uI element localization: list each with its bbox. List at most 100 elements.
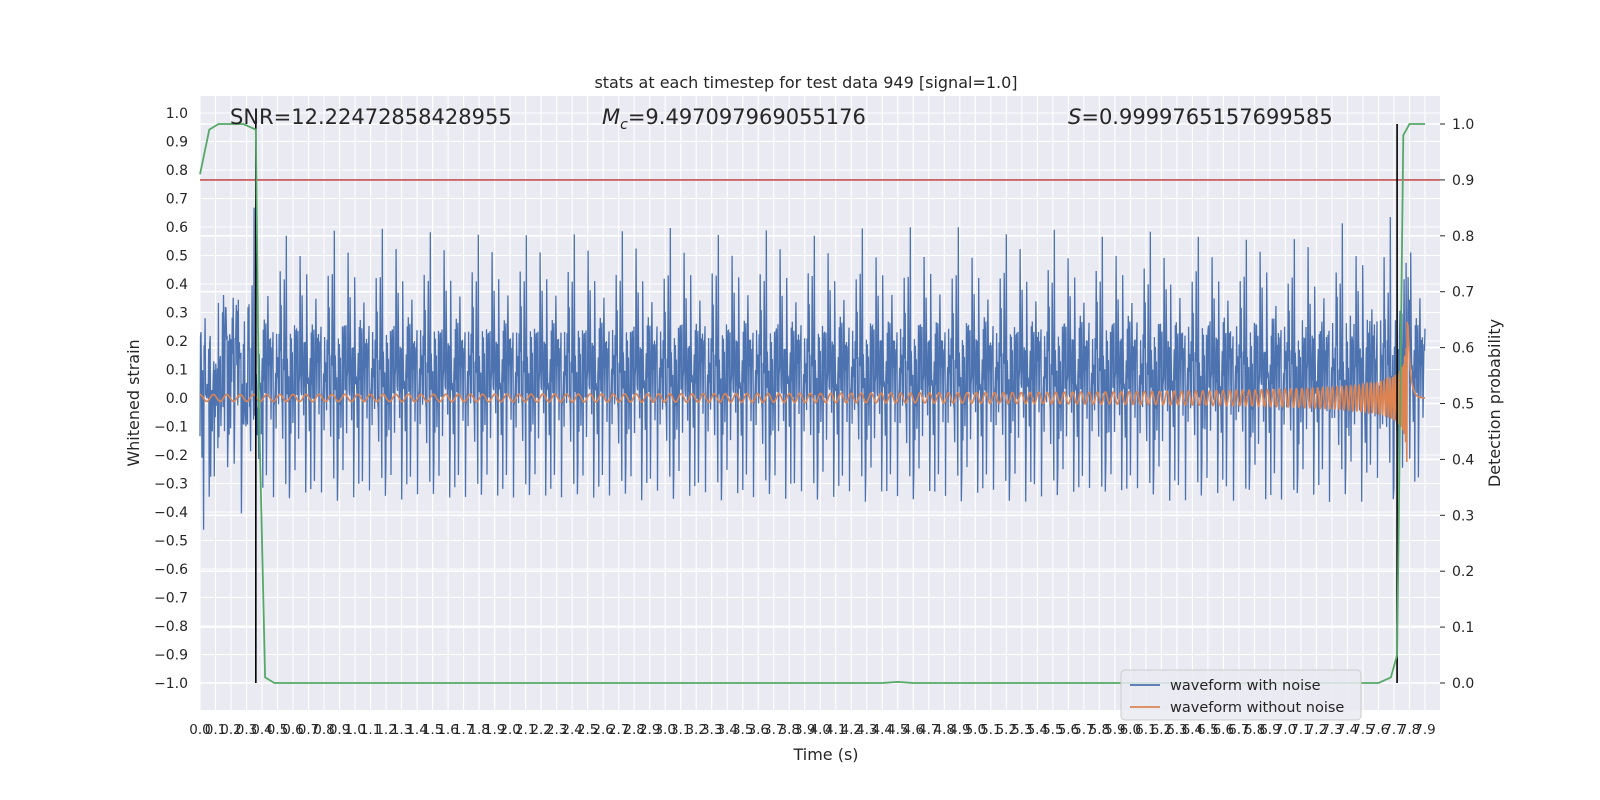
series-waveform-without-noise <box>200 321 1425 463</box>
y-tick-label: 0.6 <box>166 220 188 236</box>
x-tick-label: 6.2 <box>1151 722 1172 738</box>
chirp-mass-value: =9.497097969055176 <box>628 105 866 129</box>
x-tick-label: 3.2 <box>685 722 706 738</box>
y-tick-label: 0.2 <box>166 334 188 350</box>
y-tick-label: −0.5 <box>154 534 188 550</box>
x-tick-label: 6.6 <box>1213 722 1234 738</box>
y-right-tick-label: 0.4 <box>1452 452 1474 468</box>
x-tick-label: 7.0 <box>1275 722 1296 738</box>
x-tick-label: 6.5 <box>1197 722 1218 738</box>
x-tick-label: 5.3 <box>1011 722 1032 738</box>
x-tick-label: 5.7 <box>1073 722 1094 738</box>
x-tick-label: 1.4 <box>406 722 427 738</box>
y-right-tick-label: 0.8 <box>1452 229 1474 245</box>
y-tick-label: 0.1 <box>166 363 188 379</box>
x-tick-label: 7.5 <box>1352 722 1373 738</box>
x-tick-label: 2.6 <box>592 722 613 738</box>
x-tick-label: 1.0 <box>344 722 365 738</box>
x-tick-label: 0.0 <box>189 722 210 738</box>
y-tick-label: −1.0 <box>154 676 188 692</box>
x-axis-label: Time (s) <box>792 745 858 764</box>
x-tick-label: 1.2 <box>375 722 396 738</box>
x-tick-label: 0.7 <box>298 722 319 738</box>
x-tick-label: 4.7 <box>918 722 939 738</box>
x-tick-label: 0.2 <box>220 722 241 738</box>
chart-title: stats at each timestep for test data 949… <box>594 73 1017 92</box>
y-tick-label: 0.3 <box>166 306 188 322</box>
x-tick-label: 0.9 <box>329 722 350 738</box>
y-tick-label: 0.8 <box>166 163 188 179</box>
y-right-tick-label: 0.5 <box>1452 397 1474 413</box>
y-tick-label: −0.7 <box>154 591 188 607</box>
x-tick-label: 3.0 <box>654 722 675 738</box>
x-tick-label: 6.9 <box>1259 722 1280 738</box>
y-tick-label: −0.2 <box>154 448 188 464</box>
y-axis-right-ticks: 0.0 0.1 0.2 0.3 0.4 0.5 0.6 0.7 0.8 0.9 1.0 <box>1440 117 1474 692</box>
y-axis-label: Whitened strain <box>124 339 143 466</box>
x-tick-label: 6.1 <box>1135 722 1156 738</box>
x-tick-label: 7.7 <box>1383 722 1404 738</box>
y-tick-label: −0.4 <box>154 505 188 521</box>
x-tick-label: 5.9 <box>1104 722 1125 738</box>
x-tick-label: 7.4 <box>1337 722 1358 738</box>
x-tick-label: 2.5 <box>577 722 598 738</box>
score-value: =0.9999765157699585 <box>1081 105 1332 129</box>
x-tick-label: 1.5 <box>422 722 443 738</box>
x-tick-label: 2.8 <box>623 722 644 738</box>
y-axis-right-label: Detection probability <box>1485 319 1504 487</box>
x-tick-label: 2.9 <box>639 722 660 738</box>
x-tick-label: 0.3 <box>236 722 257 738</box>
x-tick-label: 1.6 <box>437 722 458 738</box>
x-tick-label: 2.1 <box>515 722 536 738</box>
y-axis-left-ticks: −1.0 −0.9 −0.8 −0.7 −0.6 −0.5 −0.4 −0.3 −0.2 −0.1… <box>154 106 188 692</box>
y-tick-label: 0.7 <box>166 192 188 208</box>
x-tick-label: 4.8 <box>934 722 955 738</box>
y-tick-label: −0.3 <box>154 477 188 493</box>
x-tick-label: 6.7 <box>1228 722 1249 738</box>
x-tick-label: 1.9 <box>484 722 505 738</box>
x-tick-label: 3.1 <box>670 722 691 738</box>
x-tick-label: 4.1 <box>825 722 846 738</box>
x-tick-label: 7.6 <box>1368 722 1389 738</box>
x-tick-label: 2.0 <box>499 722 520 738</box>
y-right-tick-label: 0.6 <box>1452 341 1474 357</box>
legend-label-noise: waveform with noise <box>1170 678 1321 694</box>
x-axis-ticks: 0.00.10.20.30.40.50.60.70.80.91.01.11.21… <box>189 722 1435 738</box>
chirp-mass-subscript: c <box>620 117 628 133</box>
y-tick-label: −0.9 <box>154 648 188 664</box>
x-tick-label: 3.4 <box>716 722 737 738</box>
x-tick-label: 1.3 <box>391 722 412 738</box>
y-tick-label: −0.8 <box>154 619 188 635</box>
chirp-mass-annotation: Mc=9.497097969055176 <box>602 105 866 133</box>
legend: waveform with noise waveform without noi… <box>1120 669 1362 721</box>
x-tick-label: 4.3 <box>856 722 877 738</box>
x-tick-label: 4.0 <box>810 722 831 738</box>
x-tick-label: 1.7 <box>453 722 474 738</box>
x-tick-label: 7.1 <box>1290 722 1311 738</box>
y-right-tick-label: 0.2 <box>1452 564 1474 580</box>
y-right-tick-label: 1.0 <box>1452 117 1474 133</box>
x-tick-label: 5.2 <box>996 722 1017 738</box>
score-symbol: S <box>1068 105 1081 129</box>
x-tick-label: 4.2 <box>841 722 862 738</box>
y-right-tick-label: 0.9 <box>1452 173 1474 189</box>
x-tick-label: 3.6 <box>747 722 768 738</box>
x-tick-label: 0.5 <box>267 722 288 738</box>
y-right-tick-label: 0.3 <box>1452 508 1474 524</box>
x-tick-label: 6.8 <box>1244 722 1265 738</box>
y-right-tick-label: 0.0 <box>1452 676 1474 692</box>
x-tick-label: 3.7 <box>763 722 784 738</box>
x-tick-label: 7.9 <box>1414 722 1435 738</box>
y-tick-label: 0.5 <box>166 249 188 265</box>
x-tick-label: 1.8 <box>468 722 489 738</box>
y-right-tick-label: 0.7 <box>1452 285 1474 301</box>
y-tick-label: 1.0 <box>166 106 188 122</box>
x-tick-label: 4.5 <box>887 722 908 738</box>
x-tick-label: 2.2 <box>530 722 551 738</box>
x-tick-label: 6.4 <box>1182 722 1203 738</box>
x-tick-label: 3.5 <box>732 722 753 738</box>
x-tick-label: 3.3 <box>701 722 722 738</box>
x-tick-label: 5.0 <box>965 722 986 738</box>
series-detection-probability <box>199 123 1425 684</box>
